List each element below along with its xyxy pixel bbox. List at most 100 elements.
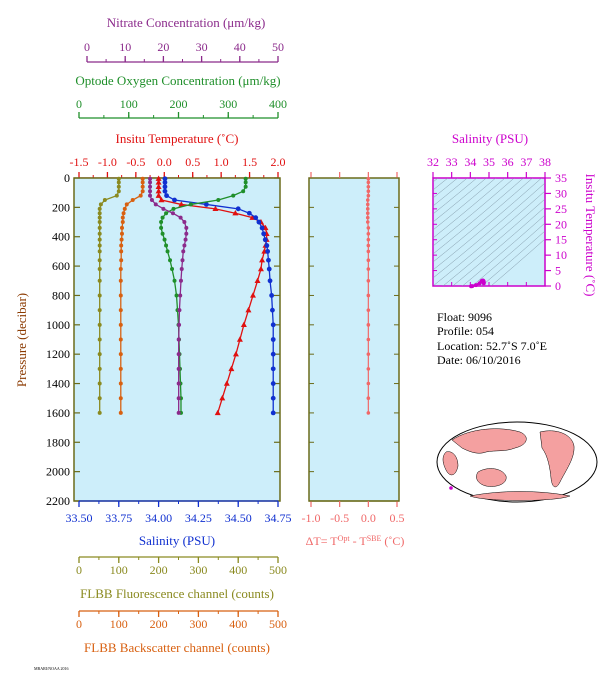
delta-t-point	[366, 267, 371, 271]
oxygen-point	[159, 220, 164, 225]
delta-t-point	[366, 193, 371, 198]
salinity-point	[172, 197, 177, 203]
delta-t-point	[365, 202, 370, 207]
pressure-tick-label: 1200	[46, 347, 70, 361]
nitrate-point	[184, 231, 189, 236]
salinity-point	[162, 184, 168, 190]
temperature-point	[249, 292, 256, 298]
nitrate-point	[177, 308, 182, 313]
ts-panel-background	[432, 177, 546, 287]
salinity-point	[270, 410, 276, 416]
ts-salinity-tick-label: 37	[520, 155, 532, 169]
oxygen-point	[231, 193, 236, 198]
oxygen-point	[243, 184, 248, 189]
oxygen-point	[243, 180, 248, 185]
delta-t-point	[366, 323, 371, 327]
nitrate-point	[181, 249, 186, 254]
backscatter-point	[118, 267, 123, 272]
nitrate-point	[179, 267, 184, 272]
pressure-tick-label: 400	[52, 230, 70, 244]
fluorescence-point	[116, 184, 121, 189]
nitrate-point	[176, 366, 181, 371]
salinity-point	[246, 210, 252, 216]
pressure-tick-label: 0	[64, 171, 70, 185]
fluorescence-point	[98, 202, 103, 207]
globe-land-australia	[476, 468, 507, 487]
backscatter-point	[119, 231, 124, 236]
fluorescence-point	[97, 243, 102, 248]
fluorescence-point	[97, 211, 102, 216]
ts-isopycnal-line	[433, 190, 545, 286]
fluorescence-point	[97, 293, 102, 298]
temperature-point	[155, 188, 162, 194]
salinity-point	[270, 395, 276, 401]
salinity-point	[253, 215, 259, 221]
ts-temperature-axis-label: Insitu Temperature (˚C)	[583, 173, 598, 296]
backscatter-point	[140, 184, 145, 189]
nitrate-point	[178, 278, 183, 283]
nitrate-point	[148, 193, 153, 198]
temperature-tick-label: -0.5	[126, 155, 145, 169]
temperature-axis-label: Insitu Temperature (˚C)	[115, 131, 238, 146]
salinity-tick-label: 34.25	[185, 511, 212, 525]
fluorescence-point	[97, 231, 102, 236]
salinity-point	[266, 257, 271, 263]
backscatter-point	[118, 366, 123, 371]
nitrate-point	[178, 215, 183, 220]
temperature-point	[158, 196, 165, 203]
salinity-axis-label: Salinity (PSU)	[139, 533, 215, 548]
ts-isopycnal-line	[462, 214, 545, 286]
backscatter-profile-line	[120, 178, 144, 413]
salinity-point	[261, 231, 267, 237]
oxygen-point	[243, 176, 248, 181]
delta-t-point	[366, 411, 371, 415]
salinity-tick-label: 34.75	[265, 511, 292, 525]
pressure-tick-label: 2200	[46, 494, 70, 508]
delta-t-panel: -1.0 -0.5 0.0 0.5 ΔT= TOpt - TSBE (˚C)	[302, 172, 405, 548]
salinity-tick-label: 34.00	[145, 511, 172, 525]
temperature-point	[228, 365, 235, 372]
oxygen-point	[164, 243, 169, 248]
fluorescence-point	[97, 267, 102, 272]
pressure-tick-label: 1800	[46, 435, 70, 449]
delta-t-point	[366, 278, 371, 283]
backscatter-point	[118, 293, 123, 298]
oxygen-tick-label: 100	[120, 97, 138, 111]
ts-point	[470, 284, 475, 289]
delta-t-point	[366, 237, 371, 242]
oxygen-point	[168, 258, 173, 263]
temperature-point	[259, 257, 266, 263]
fluorescence-point	[97, 225, 102, 230]
fluorescence-tick-label: 200	[150, 563, 168, 577]
ts-temperature-tick-label: 0	[555, 279, 561, 293]
fluorescence-point	[97, 215, 102, 220]
fluorescence-tick-label: 100	[110, 563, 128, 577]
nitrate-point	[177, 322, 182, 327]
oxygen-point	[216, 198, 221, 203]
temperature-tick-label: 1.0	[214, 155, 229, 169]
date: Date: 06/10/2016	[437, 353, 521, 367]
delta-t-point	[366, 176, 371, 181]
temperature-tick-label: 0.0	[157, 155, 172, 169]
oxygen-point	[241, 189, 246, 194]
salinity-point	[266, 266, 272, 272]
backscatter-axis-label: FLBB Backscatter channel (counts)	[84, 640, 270, 655]
ts-isopycnal-line	[433, 182, 545, 279]
fluorescence-tick-label: 300	[189, 563, 207, 577]
salinity-point	[270, 322, 276, 328]
temperature-point	[232, 210, 239, 216]
nitrate-tick-label: 0	[84, 40, 90, 54]
temperature-point	[245, 306, 252, 313]
ts-isopycnal-line	[433, 178, 542, 271]
main-profile-panel: 0 200 400 600 800 1000 1200 1400 1600 1800 2000 220…	[14, 171, 292, 548]
ts-isopycnal-line	[433, 178, 478, 215]
backscatter-point	[119, 243, 124, 248]
nitrate-point	[176, 337, 181, 342]
temperature-point	[254, 277, 261, 283]
ts-isopycnal-line	[442, 198, 545, 286]
temperature-point	[219, 395, 226, 401]
fluorescence-point	[97, 352, 102, 357]
ts-salinity-tick-label: 34	[464, 155, 476, 169]
delta-t-label-sup1: Opt	[338, 534, 351, 543]
